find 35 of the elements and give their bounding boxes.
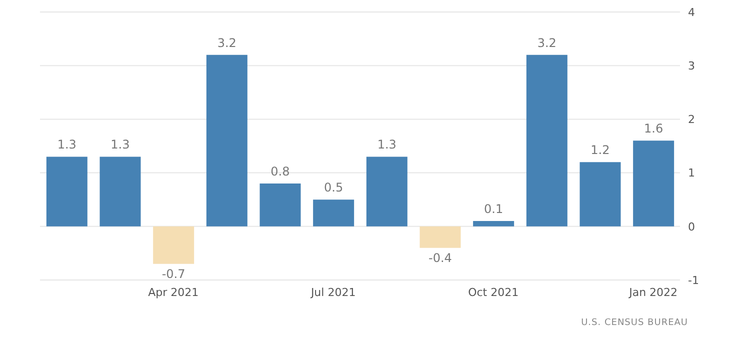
data-label: 1.3	[57, 138, 76, 152]
bar	[366, 156, 408, 226]
y-tick-label: 4	[688, 6, 695, 19]
bar	[580, 162, 621, 226]
bar	[473, 221, 514, 226]
text: U.S. CENSUS BUREAU	[581, 318, 688, 328]
data-label: -0.4	[428, 250, 452, 265]
bar	[260, 184, 301, 226]
data-label: 0.8	[270, 164, 290, 179]
data-label: 3.2	[217, 36, 236, 50]
bar	[100, 156, 141, 226]
y-tick-label: -1	[688, 274, 699, 287]
x-tick-label: Jul 2021	[310, 286, 356, 299]
x-tick-label: Oct 2021	[468, 286, 519, 299]
data-label: 1.3	[110, 138, 130, 152]
bar	[46, 156, 88, 226]
bar	[420, 226, 461, 248]
bar	[313, 200, 354, 226]
data-label: 3.2	[537, 36, 556, 50]
y-tick-label: 2	[688, 113, 695, 126]
data-label: 1.2	[590, 143, 610, 158]
bar	[153, 226, 194, 264]
x-tick-label: Apr 2021	[148, 286, 199, 299]
data-label: -0.7	[162, 266, 186, 281]
bar	[526, 54, 568, 226]
y-tick-label: 1	[688, 166, 695, 180]
x-tick-label: Jan 2022	[628, 286, 678, 299]
bar	[206, 54, 248, 226]
y-tick-label: 0	[688, 220, 695, 234]
data-label: 0.1	[484, 202, 504, 216]
data-label: 0.5	[324, 180, 344, 195]
data-label: 1.6	[644, 122, 664, 136]
data-label: 1.3	[377, 138, 396, 152]
y-tick-label: 3	[688, 60, 695, 73]
bar	[633, 140, 674, 226]
